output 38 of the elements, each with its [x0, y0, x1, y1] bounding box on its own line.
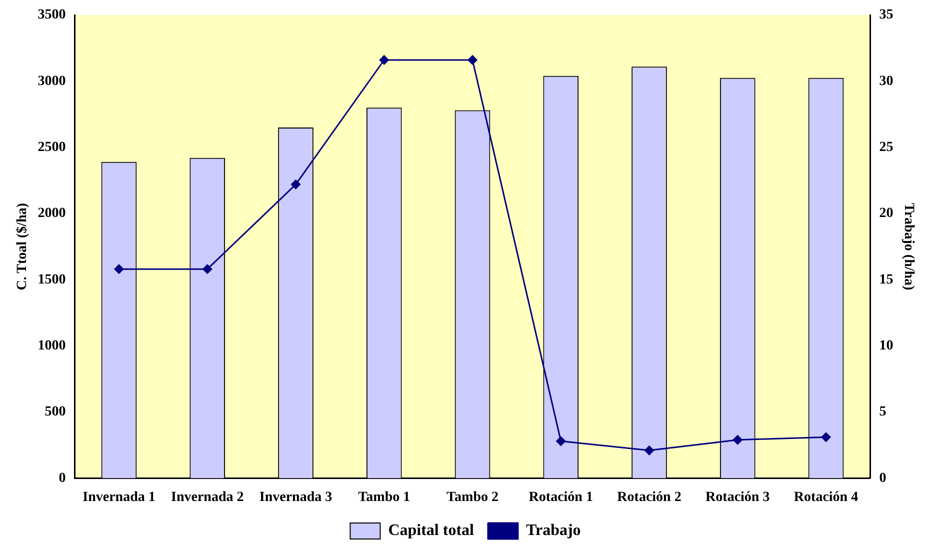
y-tick-label: 500 [44, 404, 66, 420]
point [290, 180, 300, 190]
x-tick-label: Rotación 3 [706, 490, 770, 506]
x-tick-label: Invernada 2 [171, 490, 244, 506]
legend-label: Capital total [388, 522, 475, 540]
y2-tick-label: 10 [879, 338, 894, 354]
x-tick-label: Invernada 1 [82, 490, 156, 506]
x-tick-label: Tambo 1 [358, 490, 410, 506]
point [644, 446, 654, 456]
x-tick-label: Invernada 3 [259, 490, 332, 506]
y-tick-label: 0 [58, 470, 66, 486]
y-tick-label: 1000 [38, 338, 66, 354]
y2-tick-label: 15 [879, 272, 894, 288]
y2-tick-label: 5 [879, 404, 886, 420]
x-tick-label: Rotación 1 [528, 490, 593, 506]
y-tick-label: 2500 [38, 140, 66, 155]
legend-label: Trabajo [526, 522, 581, 540]
point [821, 432, 831, 442]
y-tick-label: 2000 [38, 206, 66, 222]
point [379, 55, 389, 65]
x-tick-label: Rotación 4 [794, 490, 858, 506]
y2-tick-label: 20 [879, 206, 894, 222]
point [468, 55, 478, 65]
y2-tick-label: 35 [879, 8, 894, 23]
y2-axis-title: Trabajo (h/ha) [900, 202, 916, 291]
x-tick-label: Tambo 2 [446, 490, 499, 506]
x-tick-label: Rotación 2 [617, 490, 682, 506]
y-axis-title: C. Ttoal ($/ha) [15, 202, 30, 290]
point [202, 264, 212, 274]
y-tick-label: 3000 [38, 74, 66, 89]
y-tick-label: 1500 [38, 272, 66, 288]
y2-tick-label: 30 [879, 74, 894, 89]
point [114, 264, 124, 274]
point [556, 436, 566, 446]
y2-tick-label: 0 [879, 470, 886, 486]
y-tick-label: 3500 [38, 8, 66, 23]
point [732, 435, 742, 445]
y2-tick-label: 25 [879, 140, 894, 155]
